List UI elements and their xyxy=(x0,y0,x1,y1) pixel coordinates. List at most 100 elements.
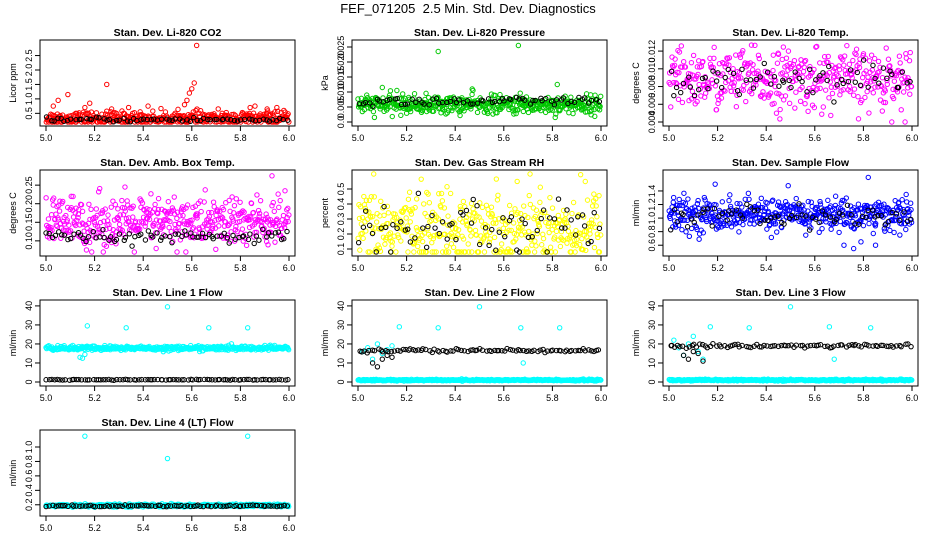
data-point xyxy=(544,249,550,255)
data-point xyxy=(231,202,238,209)
data-point xyxy=(360,235,366,242)
data-point xyxy=(704,344,710,351)
data-point xyxy=(43,230,49,236)
data-point xyxy=(439,198,446,204)
data-point xyxy=(879,74,886,81)
series-all xyxy=(666,42,915,125)
data-point xyxy=(116,221,123,228)
data-point xyxy=(596,192,602,199)
data-point xyxy=(772,83,778,90)
data-point xyxy=(158,105,164,112)
data-point xyxy=(901,215,907,222)
data-point xyxy=(526,348,532,354)
data-point xyxy=(687,84,694,90)
data-point xyxy=(891,78,898,84)
data-point xyxy=(760,89,766,95)
data-point xyxy=(73,116,79,123)
y-tick-label: 0.5 xyxy=(24,107,34,120)
data-point xyxy=(702,90,709,96)
data-point xyxy=(815,342,821,348)
data-point xyxy=(686,344,692,350)
data-point xyxy=(545,220,552,227)
data-point xyxy=(543,95,549,102)
x-tick-label: 5.2 xyxy=(711,263,724,273)
data-point xyxy=(379,349,386,355)
outlier-point xyxy=(189,86,195,92)
data-point xyxy=(244,376,250,383)
x-tick-label: 5.4 xyxy=(449,263,462,273)
data-point xyxy=(151,220,157,227)
outlier-point xyxy=(831,356,837,362)
y-tick-label: 20 xyxy=(336,339,346,349)
data-point xyxy=(856,221,862,227)
x-tick-label: 5.6 xyxy=(809,133,822,143)
data-point xyxy=(739,66,745,73)
data-point xyxy=(158,116,165,122)
data-point xyxy=(830,210,837,217)
data-point xyxy=(444,184,450,190)
data-point xyxy=(780,211,786,217)
data-point xyxy=(786,100,793,107)
data-point xyxy=(395,347,401,354)
data-point xyxy=(171,194,177,200)
data-point xyxy=(70,193,76,200)
data-point xyxy=(883,45,889,51)
data-point xyxy=(813,44,819,50)
data-point xyxy=(775,343,782,350)
data-point xyxy=(670,194,677,201)
data-point xyxy=(668,104,674,110)
data-point xyxy=(265,230,272,236)
data-point xyxy=(713,78,720,84)
data-point xyxy=(685,196,691,202)
data-point xyxy=(802,57,809,64)
data-point xyxy=(485,96,492,102)
data-point xyxy=(880,65,887,71)
data-point xyxy=(187,118,194,125)
x-tick-label: 5.6 xyxy=(498,263,511,273)
y-tick-label: 20 xyxy=(24,339,34,349)
data-point xyxy=(444,236,450,242)
data-point xyxy=(680,80,687,87)
data-point xyxy=(597,93,604,100)
data-point xyxy=(154,210,160,216)
data-point xyxy=(812,205,819,211)
data-point xyxy=(582,348,588,354)
y-axis-label: degrees C xyxy=(631,62,641,104)
data-point xyxy=(795,64,801,71)
data-point xyxy=(772,342,778,349)
data-point xyxy=(558,229,565,235)
x-tick-label: 5.0 xyxy=(40,393,53,403)
data-point xyxy=(467,227,473,233)
data-point xyxy=(460,198,467,205)
data-point xyxy=(807,63,813,70)
data-point xyxy=(591,348,597,355)
y-axis-label: percent xyxy=(320,197,330,228)
data-point xyxy=(49,376,55,383)
x-tick-label: 5.4 xyxy=(760,393,773,403)
data-point xyxy=(903,341,909,347)
data-point xyxy=(824,77,830,84)
data-point xyxy=(785,343,791,349)
data-point xyxy=(744,201,750,207)
data-point xyxy=(774,60,781,66)
data-point xyxy=(441,205,448,211)
data-point xyxy=(530,97,536,104)
data-point xyxy=(381,203,387,210)
x-tick-label: 6.0 xyxy=(595,133,608,143)
data-point xyxy=(848,72,854,78)
points-layer xyxy=(666,174,915,252)
data-point xyxy=(445,213,451,219)
panel-3: Stan. Dev. Li-820 Temp.5.0 5.2 5.4 5.6 5.8 6.… xyxy=(631,27,919,143)
data-point xyxy=(896,53,903,59)
data-point xyxy=(85,110,92,117)
data-point xyxy=(474,347,480,353)
data-point xyxy=(361,202,368,208)
data-point xyxy=(194,117,200,124)
data-point xyxy=(355,96,361,102)
data-point xyxy=(748,344,754,351)
data-point xyxy=(513,232,520,238)
data-point xyxy=(222,376,228,383)
data-point xyxy=(777,106,783,113)
data-point xyxy=(422,346,429,353)
